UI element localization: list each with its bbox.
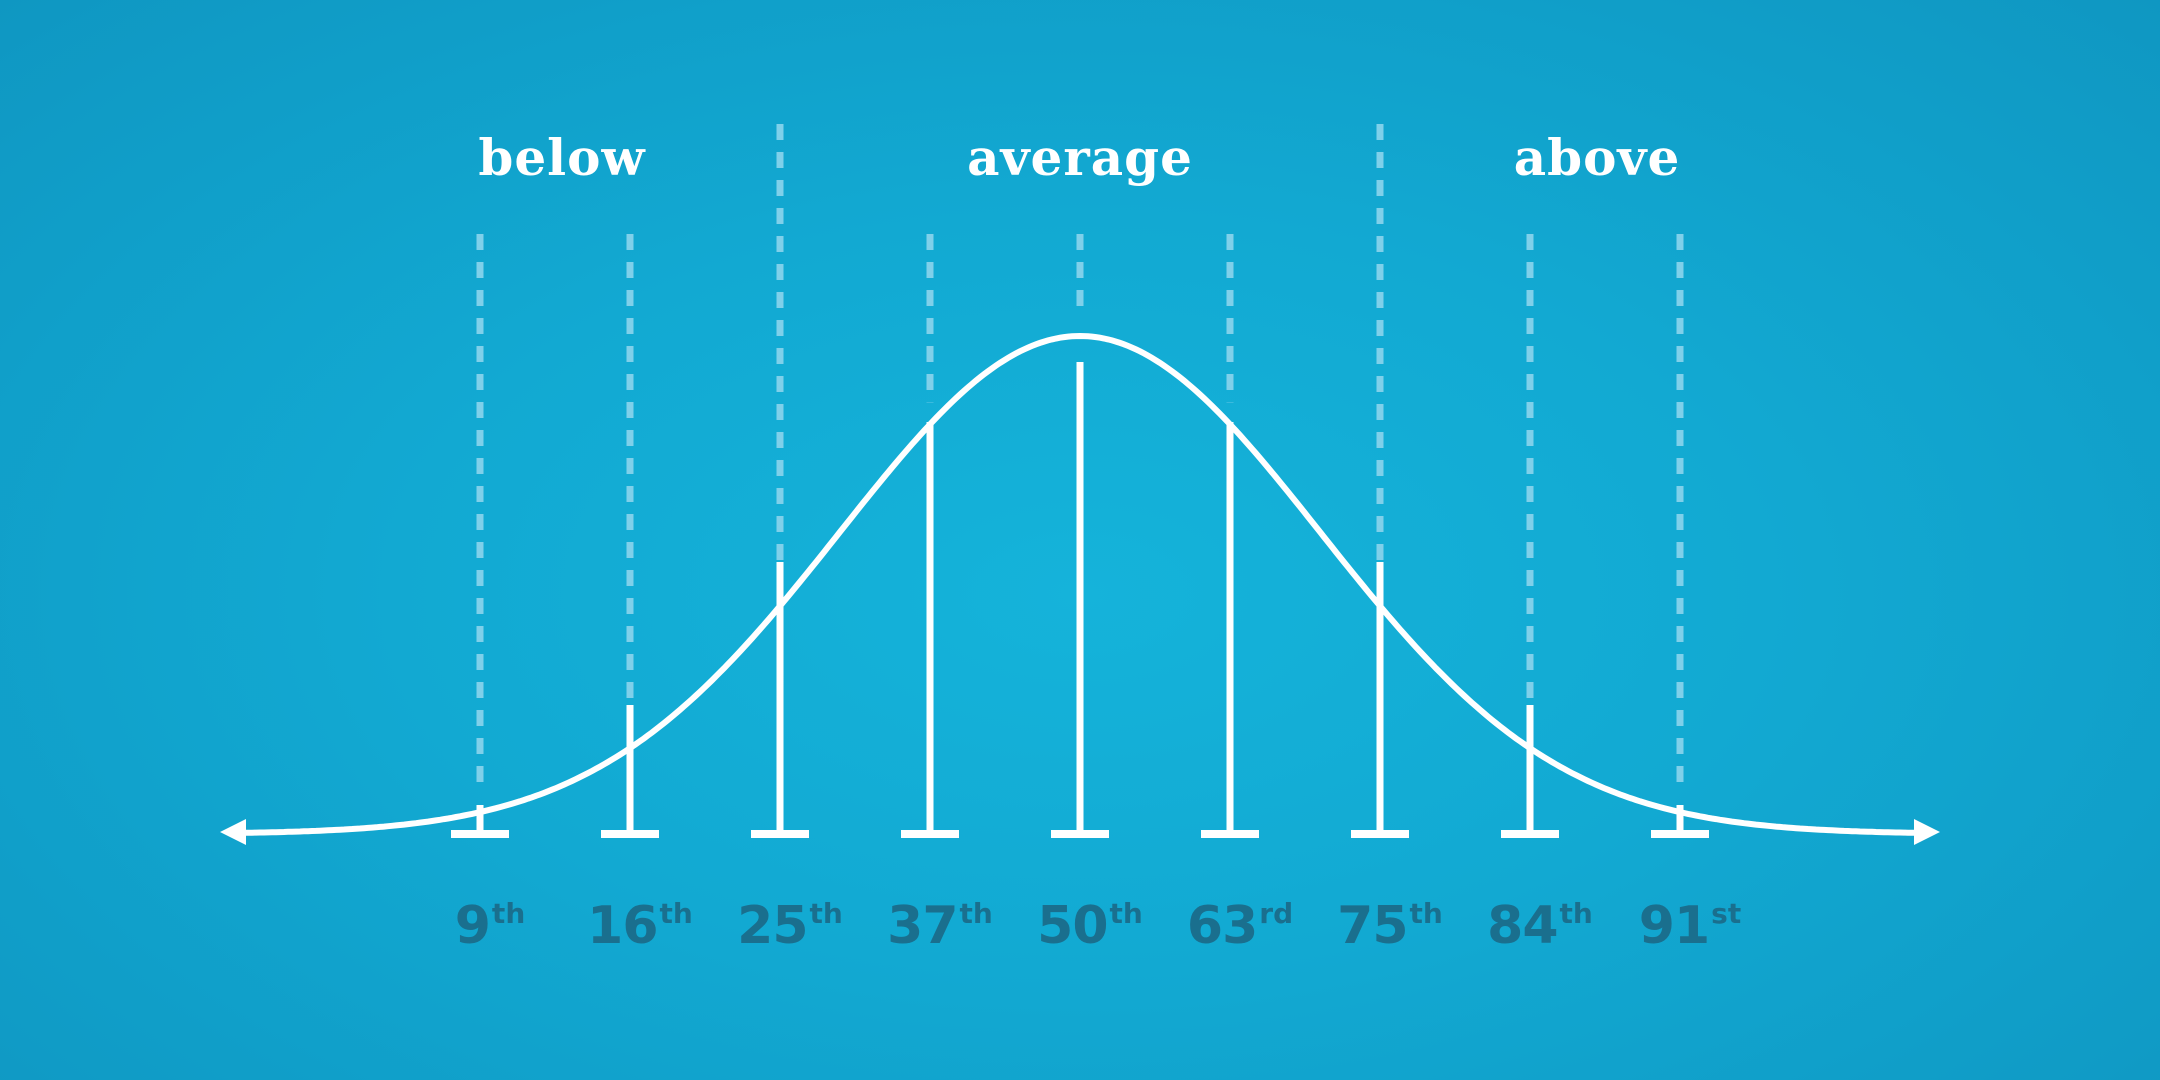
percentile-bars (451, 362, 1709, 838)
percentile-suffix: th (809, 897, 843, 930)
percentile-suffix: th (1409, 897, 1443, 930)
dashed-guides (476, 124, 1684, 791)
right-arrow-icon (1914, 819, 1940, 845)
percentile-suffix: th (659, 897, 693, 930)
percentile-suffix: st (1711, 897, 1742, 930)
percentile-number: 91 (1638, 896, 1710, 956)
percentile-suffix: th (959, 897, 993, 930)
percentile-label: 91st (1639, 896, 1741, 956)
percentile-label: 16th (587, 896, 693, 956)
bell-curve (233, 332, 1927, 836)
percentile-label: 75th (1337, 896, 1443, 956)
percentile-number: 75 (1337, 896, 1408, 956)
percentile-number: 9 (454, 896, 491, 956)
percentile-suffix: th (1109, 897, 1143, 930)
percentile-label: 84th (1487, 896, 1593, 956)
percentile-number: 37 (887, 896, 958, 956)
percentile-number: 50 (1037, 896, 1108, 956)
percentile-number: 16 (587, 896, 658, 956)
category-label-above: above (1513, 128, 1681, 187)
percentile-label: 37th (887, 896, 993, 956)
percentile-number: 63 (1186, 896, 1258, 956)
percentile-label: 50th (1037, 896, 1143, 956)
percentile-suffix: rd (1259, 897, 1294, 930)
left-arrow-icon (220, 819, 246, 845)
percentile-suffix: th (1559, 897, 1593, 930)
percentile-number: 84 (1487, 896, 1558, 956)
percentile-label: 9th (455, 896, 526, 956)
category-label-below: below (478, 128, 646, 187)
category-label-average: average (967, 128, 1193, 187)
percentile-number: 25 (737, 896, 808, 956)
percentile-suffix: th (491, 897, 526, 930)
percentile-label: 63rd (1187, 896, 1293, 956)
percentile-label: 25th (737, 896, 843, 956)
